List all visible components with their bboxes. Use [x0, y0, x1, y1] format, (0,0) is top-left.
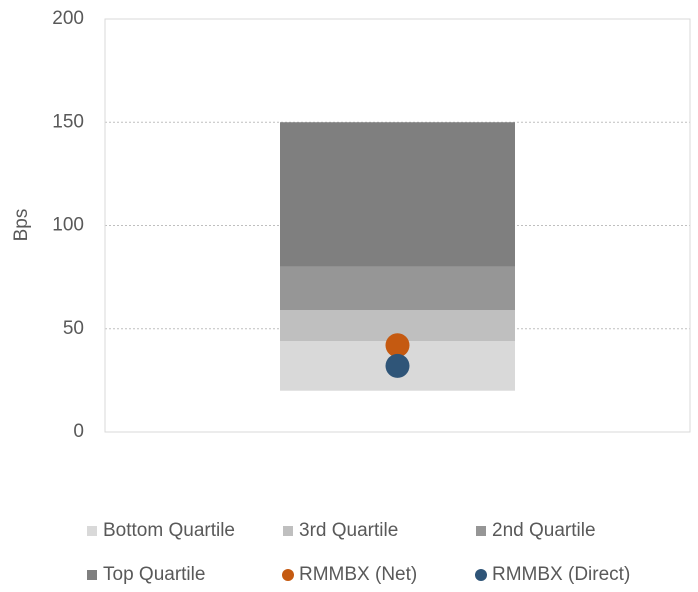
legend-marker — [283, 526, 293, 536]
bar-segment — [280, 122, 515, 267]
legend-marker — [476, 526, 486, 536]
legend-marker — [87, 526, 97, 536]
bar-segment — [280, 266, 515, 311]
y-tick-label: 0 — [73, 421, 84, 442]
plot-frame — [104, 18, 691, 433]
legend-label: Bottom Quartile — [103, 520, 235, 541]
legend-label: 2nd Quartile — [492, 520, 596, 541]
point — [385, 333, 410, 358]
y-tick-label: 150 — [52, 111, 84, 132]
legend-marker — [87, 570, 97, 580]
legend-label: Top Quartile — [103, 564, 205, 585]
y-tick-label: 200 — [52, 8, 84, 29]
legend-label: RMMBX (Direct) — [492, 564, 630, 585]
y-tick-label: 100 — [52, 215, 84, 236]
legend-marker — [282, 569, 294, 581]
legend-label: RMMBX (Net) — [299, 564, 417, 585]
point — [385, 353, 410, 378]
legend-label: 3rd Quartile — [299, 520, 398, 541]
y-tick-label: 50 — [63, 318, 84, 339]
legend-marker — [475, 569, 487, 581]
y-axis-label: Bps — [11, 209, 32, 242]
